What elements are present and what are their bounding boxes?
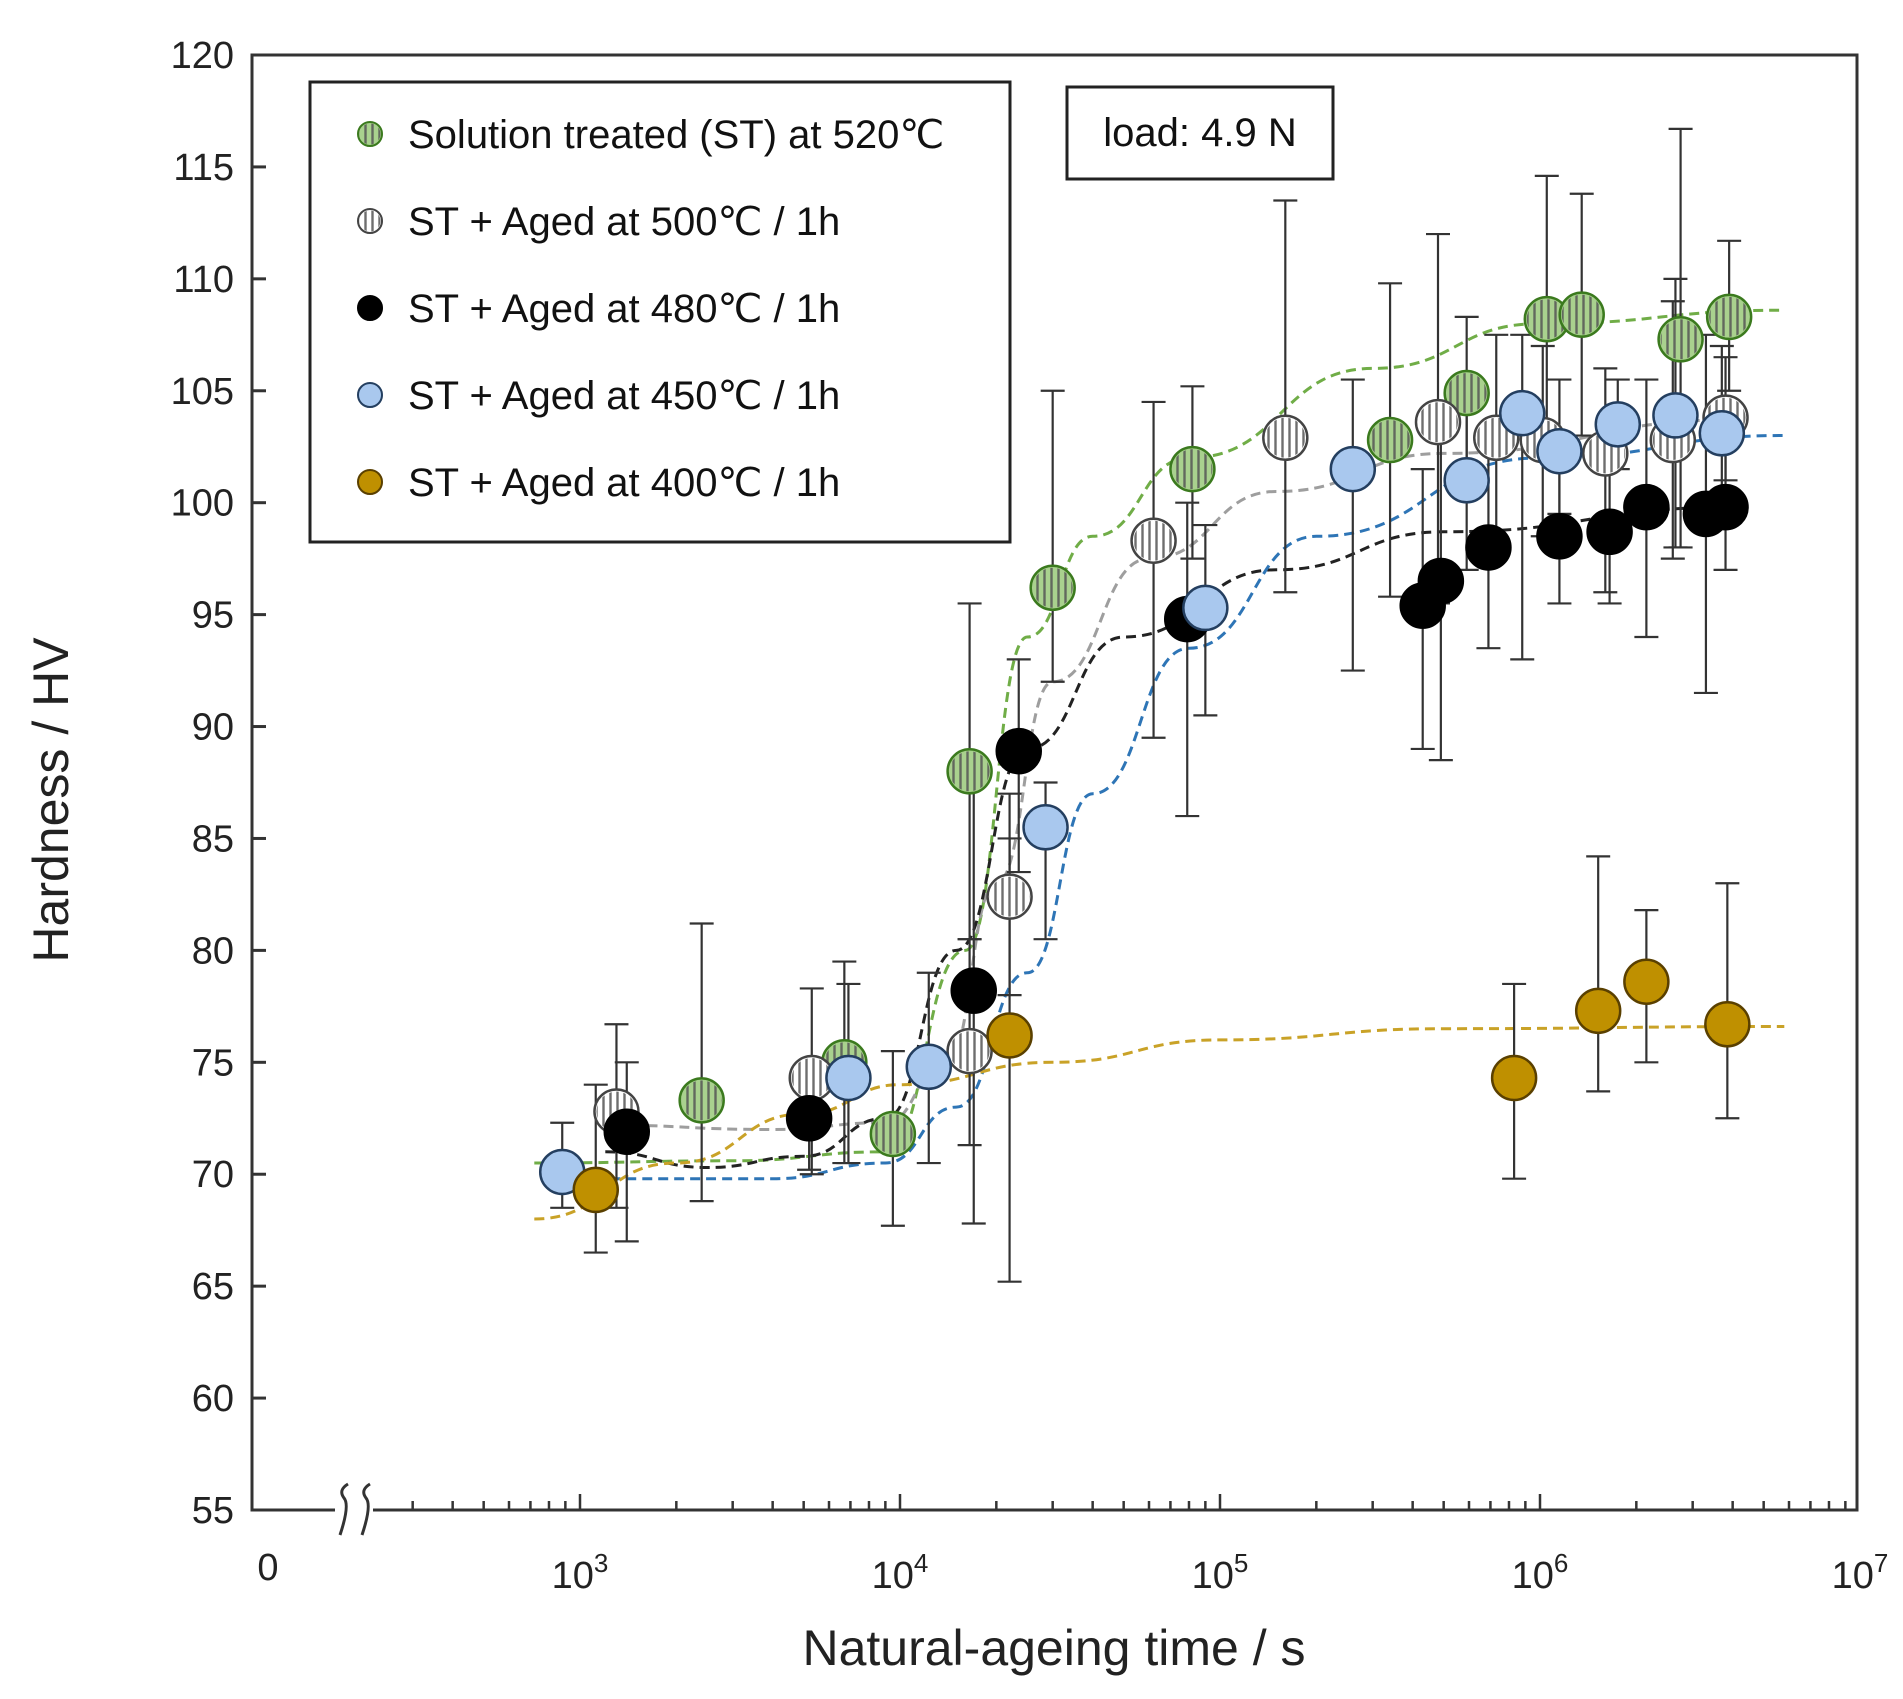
y-tick-label: 100 bbox=[171, 483, 234, 525]
x-tick-label: 105 bbox=[1192, 1548, 1249, 1597]
legend-label-series-0: Solution treated (ST) at 520℃ bbox=[408, 113, 944, 157]
x-tick-label: 107 bbox=[1832, 1548, 1889, 1597]
y-tick-label: 90 bbox=[192, 707, 234, 749]
data-point-hatch bbox=[791, 1057, 832, 1098]
y-tick-label: 80 bbox=[192, 930, 234, 972]
data-point-hatch bbox=[989, 876, 1030, 917]
data-point-hatch bbox=[1133, 520, 1174, 561]
x-axis-title: Natural-ageing time / s bbox=[802, 1620, 1305, 1676]
data-point-series-2 bbox=[950, 967, 997, 1014]
trendline-series-4 bbox=[534, 1025, 1785, 1221]
legend-label-series-3: ST + Aged at 450℃ / 1h bbox=[408, 374, 840, 418]
x-tick-label-zero: 0 bbox=[257, 1547, 278, 1589]
data-point-series-4 bbox=[572, 1166, 619, 1214]
y-tick-label: 105 bbox=[171, 371, 234, 413]
legend-marker-series-3 bbox=[357, 382, 383, 408]
data-point-series-3 bbox=[1536, 427, 1583, 475]
x-tick-label: 104 bbox=[872, 1548, 929, 1597]
x-tick-label: 106 bbox=[1512, 1548, 1569, 1597]
data-point-series-4 bbox=[1623, 958, 1670, 1005]
y-tick-label: 75 bbox=[192, 1042, 234, 1084]
data-point-hatch bbox=[1446, 373, 1487, 414]
data-point-hatch bbox=[1265, 417, 1306, 458]
data-point-hatch bbox=[1370, 420, 1411, 461]
data-point-series-3 bbox=[1698, 410, 1746, 457]
y-tick-label: 95 bbox=[192, 595, 234, 637]
legend-label-series-1: ST + Aged at 500℃ / 1h bbox=[408, 200, 840, 244]
y-tick-label: 55 bbox=[192, 1490, 234, 1532]
data-point-hatch bbox=[1032, 567, 1073, 608]
data-point-hatch bbox=[1172, 449, 1213, 490]
y-tick-label: 120 bbox=[171, 35, 234, 77]
data-point-hatch bbox=[1660, 319, 1701, 360]
data-point-series-2 bbox=[1417, 557, 1465, 605]
y-tick-label: 115 bbox=[173, 147, 234, 189]
y-axis-title: Hardness / HV bbox=[23, 637, 79, 963]
data-point-hatch bbox=[1417, 402, 1458, 443]
data-point-series-3 bbox=[1594, 401, 1642, 448]
data-point-series-2 bbox=[1586, 508, 1633, 556]
x-axis: 0 103 104 105 106 107 bbox=[257, 1494, 1888, 1597]
x-axis-break-mark bbox=[335, 1482, 373, 1536]
data-point-series-3 bbox=[1182, 584, 1229, 632]
data-point-series-2 bbox=[1623, 483, 1670, 531]
data-markers bbox=[538, 291, 1753, 1214]
data-point-series-2 bbox=[995, 727, 1042, 775]
data-point-series-3 bbox=[1652, 392, 1699, 439]
data-point-series-4 bbox=[1490, 1054, 1538, 1102]
data-point-hatch bbox=[949, 1031, 990, 1072]
legend-marker-series-4 bbox=[357, 469, 383, 495]
x-tick-label: 103 bbox=[552, 1548, 609, 1597]
legend-marker-series-2 bbox=[357, 295, 383, 321]
data-point-series-3 bbox=[905, 1043, 953, 1091]
y-tick-label: 85 bbox=[192, 818, 234, 860]
legend-marker-hatch bbox=[359, 210, 381, 232]
data-point-series-4 bbox=[986, 1012, 1033, 1059]
data-point-series-3 bbox=[1498, 389, 1546, 437]
legend-label-series-2: ST + Aged at 480℃ / 1h bbox=[408, 287, 840, 331]
data-point-hatch bbox=[681, 1080, 722, 1121]
data-point-hatch bbox=[872, 1113, 913, 1154]
y-axis: 55 60 65 70 75 80 85 90 95 100 105 110 115 120 bbox=[171, 35, 266, 1532]
data-point-series-3 bbox=[825, 1054, 872, 1102]
data-point-series-2 bbox=[785, 1095, 833, 1142]
data-point-series-2 bbox=[1536, 513, 1583, 560]
data-point-series-3 bbox=[1443, 457, 1490, 504]
y-tick-label: 60 bbox=[192, 1378, 234, 1420]
data-point-series-2 bbox=[1465, 524, 1512, 571]
legend-label-series-4: ST + Aged at 400℃ / 1h bbox=[408, 461, 840, 505]
legend-box bbox=[308, 80, 1012, 544]
load-annotation-text: load: 4.9 N bbox=[1103, 111, 1296, 155]
data-point-series-2 bbox=[1702, 483, 1749, 531]
load-annotation: load: 4.9 N bbox=[1065, 85, 1335, 181]
data-point-series-4 bbox=[1704, 1001, 1751, 1048]
y-tick-label: 110 bbox=[173, 259, 234, 301]
data-point-series-4 bbox=[1574, 987, 1622, 1035]
legend-marker-hatch bbox=[359, 123, 381, 145]
data-point-hatch bbox=[1709, 296, 1750, 337]
y-tick-label: 65 bbox=[192, 1266, 234, 1308]
data-point-series-2 bbox=[603, 1108, 651, 1155]
data-point-hatch bbox=[1526, 299, 1567, 340]
data-point-series-3 bbox=[1022, 804, 1069, 851]
data-point-hatch bbox=[1561, 294, 1602, 335]
load-annotation-box bbox=[1065, 85, 1335, 181]
data-point-hatch bbox=[949, 751, 990, 792]
data-point-series-3 bbox=[1329, 445, 1377, 493]
legend: Solution treated (ST) at 520℃ ST + Aged a… bbox=[308, 80, 1012, 544]
y-tick-label: 70 bbox=[192, 1154, 234, 1196]
